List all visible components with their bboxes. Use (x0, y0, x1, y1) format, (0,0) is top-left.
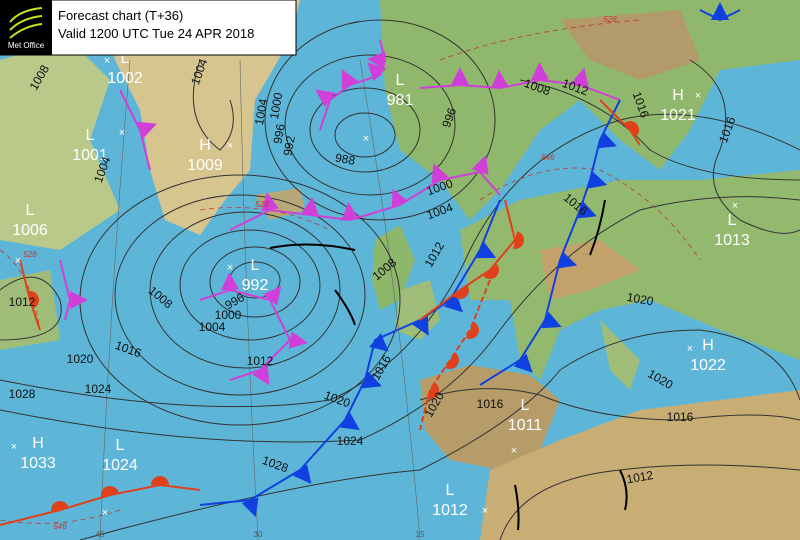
isobar-label: 1024 (85, 382, 112, 396)
center-type: L (446, 482, 455, 499)
isobar-label: 1020 (626, 290, 655, 308)
center-cross: × (227, 262, 233, 274)
valid-time: Valid 1200 UTC Tue 24 APR 2018 (58, 26, 254, 41)
center-cross: × (104, 55, 110, 67)
isobar-label: 1012 (247, 354, 274, 368)
center-cross: × (732, 200, 738, 212)
logo-text: Met Office (8, 41, 45, 50)
center-type: H (702, 337, 714, 354)
center-pressure: 981 (387, 92, 414, 109)
center-cross: × (119, 127, 125, 139)
thickness-label: 528 (603, 15, 617, 24)
isobar-label: 1000 (267, 91, 285, 120)
center-pressure: 1012 (432, 502, 468, 519)
isobar-label: 1012 (625, 468, 654, 486)
center-cross: × (227, 140, 233, 152)
isobar-label: 1012 (9, 295, 36, 309)
center-type: L (86, 127, 95, 144)
center-type: L (728, 212, 737, 229)
center-cross: × (687, 343, 693, 355)
center-cross: × (15, 255, 21, 267)
isobar-label: 1024 (337, 434, 364, 448)
fronts (0, 2, 741, 531)
center-pressure: 1009 (187, 157, 223, 174)
center-pressure: 1013 (714, 232, 750, 249)
isobar-label: 996 (271, 122, 288, 144)
center-cross: × (11, 441, 17, 453)
isobar-label: 992 (281, 134, 298, 156)
isobar-label: 1016 (667, 410, 694, 424)
center-type: L (251, 257, 260, 274)
center-type: L (521, 397, 530, 414)
thickness-label: 546 (541, 153, 555, 162)
center-pressure: 1021 (660, 107, 696, 124)
isobar-label: 996 (439, 106, 459, 130)
isobar-label: 1020 (67, 352, 94, 366)
isobar-label: 1004 (252, 97, 270, 126)
center-pressure: 1024 (102, 457, 138, 474)
center-type: L (121, 50, 130, 67)
isobar-label: 988 (334, 151, 356, 168)
logo-mark (9, 7, 43, 39)
header: Met Office Forecast chart (T+36) Valid 1… (0, 0, 297, 56)
center-pressure: 1002 (107, 70, 143, 87)
center-cross: × (482, 505, 488, 517)
center-pressure: 1001 (72, 147, 108, 164)
longitude-label: 15 (416, 530, 425, 539)
center-pressure: 1022 (690, 357, 726, 374)
center-type: L (396, 72, 405, 89)
isobar-label: 1016 (477, 397, 504, 411)
center-pressure: 1033 (20, 455, 56, 472)
center-type: H (199, 137, 211, 154)
thickness-label: 528 (23, 250, 37, 259)
center-pressure: 1011 (508, 417, 543, 434)
center-cross: × (363, 133, 369, 145)
longitude-label: 30 (254, 530, 263, 539)
center-cross: × (695, 90, 701, 102)
center-cross: × (102, 507, 108, 519)
center-type: L (116, 437, 125, 454)
thickness-label: 546 (53, 522, 67, 531)
center-type: L (26, 202, 35, 219)
chart-title: Forecast chart (T+36) (58, 8, 183, 23)
center-pressure: 992 (242, 277, 269, 294)
isobar-label: 1000 (215, 308, 242, 322)
longitude-label: 45 (96, 530, 105, 539)
isobar-label: 1028 (9, 387, 36, 401)
center-pressure: 1006 (12, 222, 48, 239)
isobar-label: 1004 (199, 320, 226, 334)
thickness-label: 528 (255, 200, 269, 209)
center-cross: × (511, 445, 517, 457)
center-type: H (672, 87, 684, 104)
center-type: H (32, 435, 44, 452)
